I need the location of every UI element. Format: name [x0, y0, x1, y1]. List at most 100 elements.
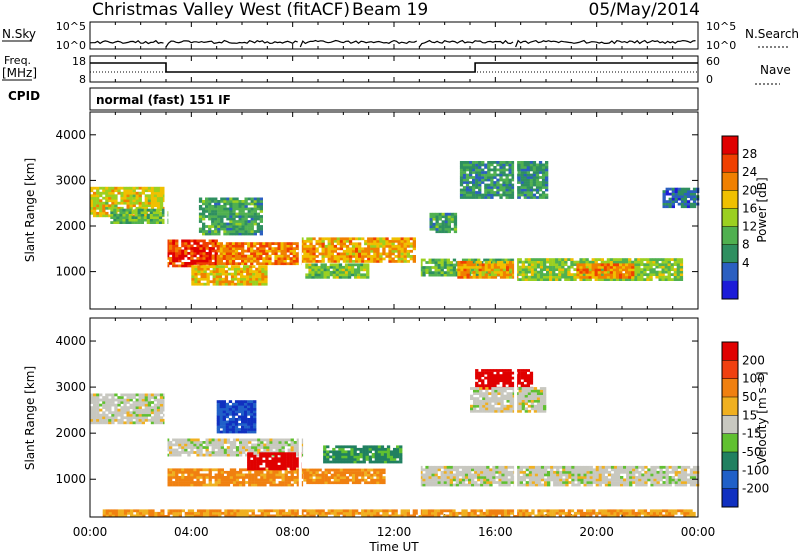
power-cells-cell-6	[345, 260, 350, 263]
power-cells-cell-10	[518, 265, 522, 269]
power-cells-cell-7	[305, 275, 309, 279]
power-cells-cell-0	[108, 206, 112, 210]
vel-cells-cell-1	[211, 441, 215, 444]
power-cells-cell-2	[193, 239, 197, 243]
vel-cells-cell-7	[531, 465, 536, 469]
vel-cells-cell-2	[229, 470, 234, 474]
vel-cells-cell-2	[263, 481, 267, 484]
power-cells-cell-12	[526, 173, 530, 177]
power-cells-cell-12	[484, 183, 488, 187]
power-cells-cell-7	[357, 265, 361, 269]
power-cells-cell-4	[252, 265, 256, 268]
power-cells-cell-5	[244, 202, 248, 206]
power-cells-cell-4	[203, 277, 207, 281]
power-cells-cell-5	[208, 197, 212, 201]
power-cells-cell-12	[511, 163, 515, 167]
power-cells-cell-6	[406, 260, 410, 263]
power-cells-cell-12	[541, 166, 546, 169]
power-cells-cell-0	[105, 196, 109, 200]
power-cells-cell-12	[505, 193, 509, 197]
power-cells-cell-1	[113, 216, 117, 219]
vel-cells-cell-0	[96, 398, 100, 402]
power-cells-cell-6	[361, 247, 365, 251]
power-cells-cell-0	[99, 186, 103, 190]
power-cells-cell-10	[679, 265, 684, 269]
vel-cells-cell-0	[99, 416, 103, 420]
power-cells-cell-9	[472, 270, 476, 274]
power-cells-cell-3	[225, 252, 230, 255]
power-cells-cell-12	[478, 196, 482, 199]
vel-cells-cell-0	[114, 403, 118, 407]
power-cells-cell-6	[303, 239, 307, 243]
vel-cells-cell-2	[296, 483, 300, 487]
power-cells-cell-0	[114, 196, 118, 200]
power-cells-cell-11	[606, 273, 611, 277]
power-cells-cell-4	[221, 267, 225, 271]
vel-cells-cell-5	[327, 471, 331, 474]
vel-cells-cell-1	[199, 448, 203, 452]
power-cells-cell-11	[625, 268, 629, 272]
power-cells-cell-5	[229, 197, 233, 201]
vel-cells-cell-7	[471, 468, 475, 472]
power-cells-cell-9	[493, 275, 498, 279]
power-cells-cell-12	[478, 186, 482, 189]
vel-cells-cell-5	[330, 468, 334, 472]
power-cells-cell-6	[391, 257, 395, 261]
vel-cells-cell-7	[434, 481, 438, 484]
power-cells-cell-12	[523, 171, 527, 174]
power-cells-cell-3	[231, 262, 236, 266]
power-cells-cell-0	[138, 199, 142, 203]
power-cells-cell-13	[432, 215, 436, 219]
power-cells-cell-12	[505, 178, 509, 182]
vel-cells-cell-3	[292, 457, 296, 461]
vel-cells-cell-6	[383, 453, 388, 456]
vel-cells-cell-0	[90, 408, 94, 412]
power-cells-cell-2	[166, 239, 170, 243]
power-cells-cell-1	[128, 216, 132, 219]
power-cells-cell-12	[459, 181, 464, 184]
power-cells-cell-2	[214, 252, 218, 255]
power-cells-cell-1	[158, 213, 163, 217]
power-cells-cell-10	[567, 268, 571, 271]
vel-cells-cell-4	[225, 428, 230, 431]
power-cells-cell-10	[536, 265, 541, 269]
vel-cells-cell-6	[374, 445, 378, 449]
vel-cells-cell-4	[231, 418, 236, 421]
power-cells-cell-10	[661, 265, 665, 269]
power-cells-cell-14	[686, 192, 691, 196]
power-cells-cell-8	[425, 266, 429, 269]
vel-cells-cell-6	[347, 453, 351, 456]
vel-cells-cell-6	[393, 447, 397, 451]
vel-cells-cell-0	[138, 403, 142, 407]
power-cells-cell-6	[351, 252, 356, 256]
power-cells-cell-3	[225, 244, 230, 248]
power-cells-cell-13	[435, 225, 439, 229]
power-cells-cell-11	[582, 265, 586, 269]
power-cells-cell-14	[674, 200, 678, 203]
power-cells-cell-12	[505, 183, 509, 187]
power-cells-cell-1	[137, 211, 141, 214]
vel-cells-cell-1	[169, 448, 173, 452]
vel-cells-cell-4	[225, 410, 230, 414]
power-cells-cell-6	[409, 244, 413, 248]
vel-cells-cell-5	[312, 481, 316, 485]
power-cells-cell-5	[220, 225, 224, 228]
power-cells-cell-6	[376, 255, 380, 258]
power-cells-cell-4	[236, 270, 241, 273]
power-cells-cell-4	[191, 275, 195, 279]
power-cells-cell-11	[600, 265, 604, 269]
power-cells-cell-5	[244, 215, 248, 218]
power-cells-cell-4	[236, 267, 241, 271]
vel-cells-cell-7	[464, 465, 469, 469]
vel-cells-cell-1	[199, 451, 203, 454]
vel-cells-cell-5	[312, 473, 316, 477]
power-cells-cell-9	[502, 275, 507, 279]
power-cells-cell-12	[459, 161, 464, 164]
power-cells-cell-10	[530, 265, 535, 269]
power-cells-cell-12	[493, 191, 497, 194]
power-cells-cell-4	[203, 267, 207, 271]
vel-cells-cell-2	[287, 476, 291, 479]
vel-cells-cell-2	[199, 483, 203, 487]
vel-cells-cell-6	[371, 455, 375, 459]
power-cells-cell-9	[475, 270, 479, 274]
